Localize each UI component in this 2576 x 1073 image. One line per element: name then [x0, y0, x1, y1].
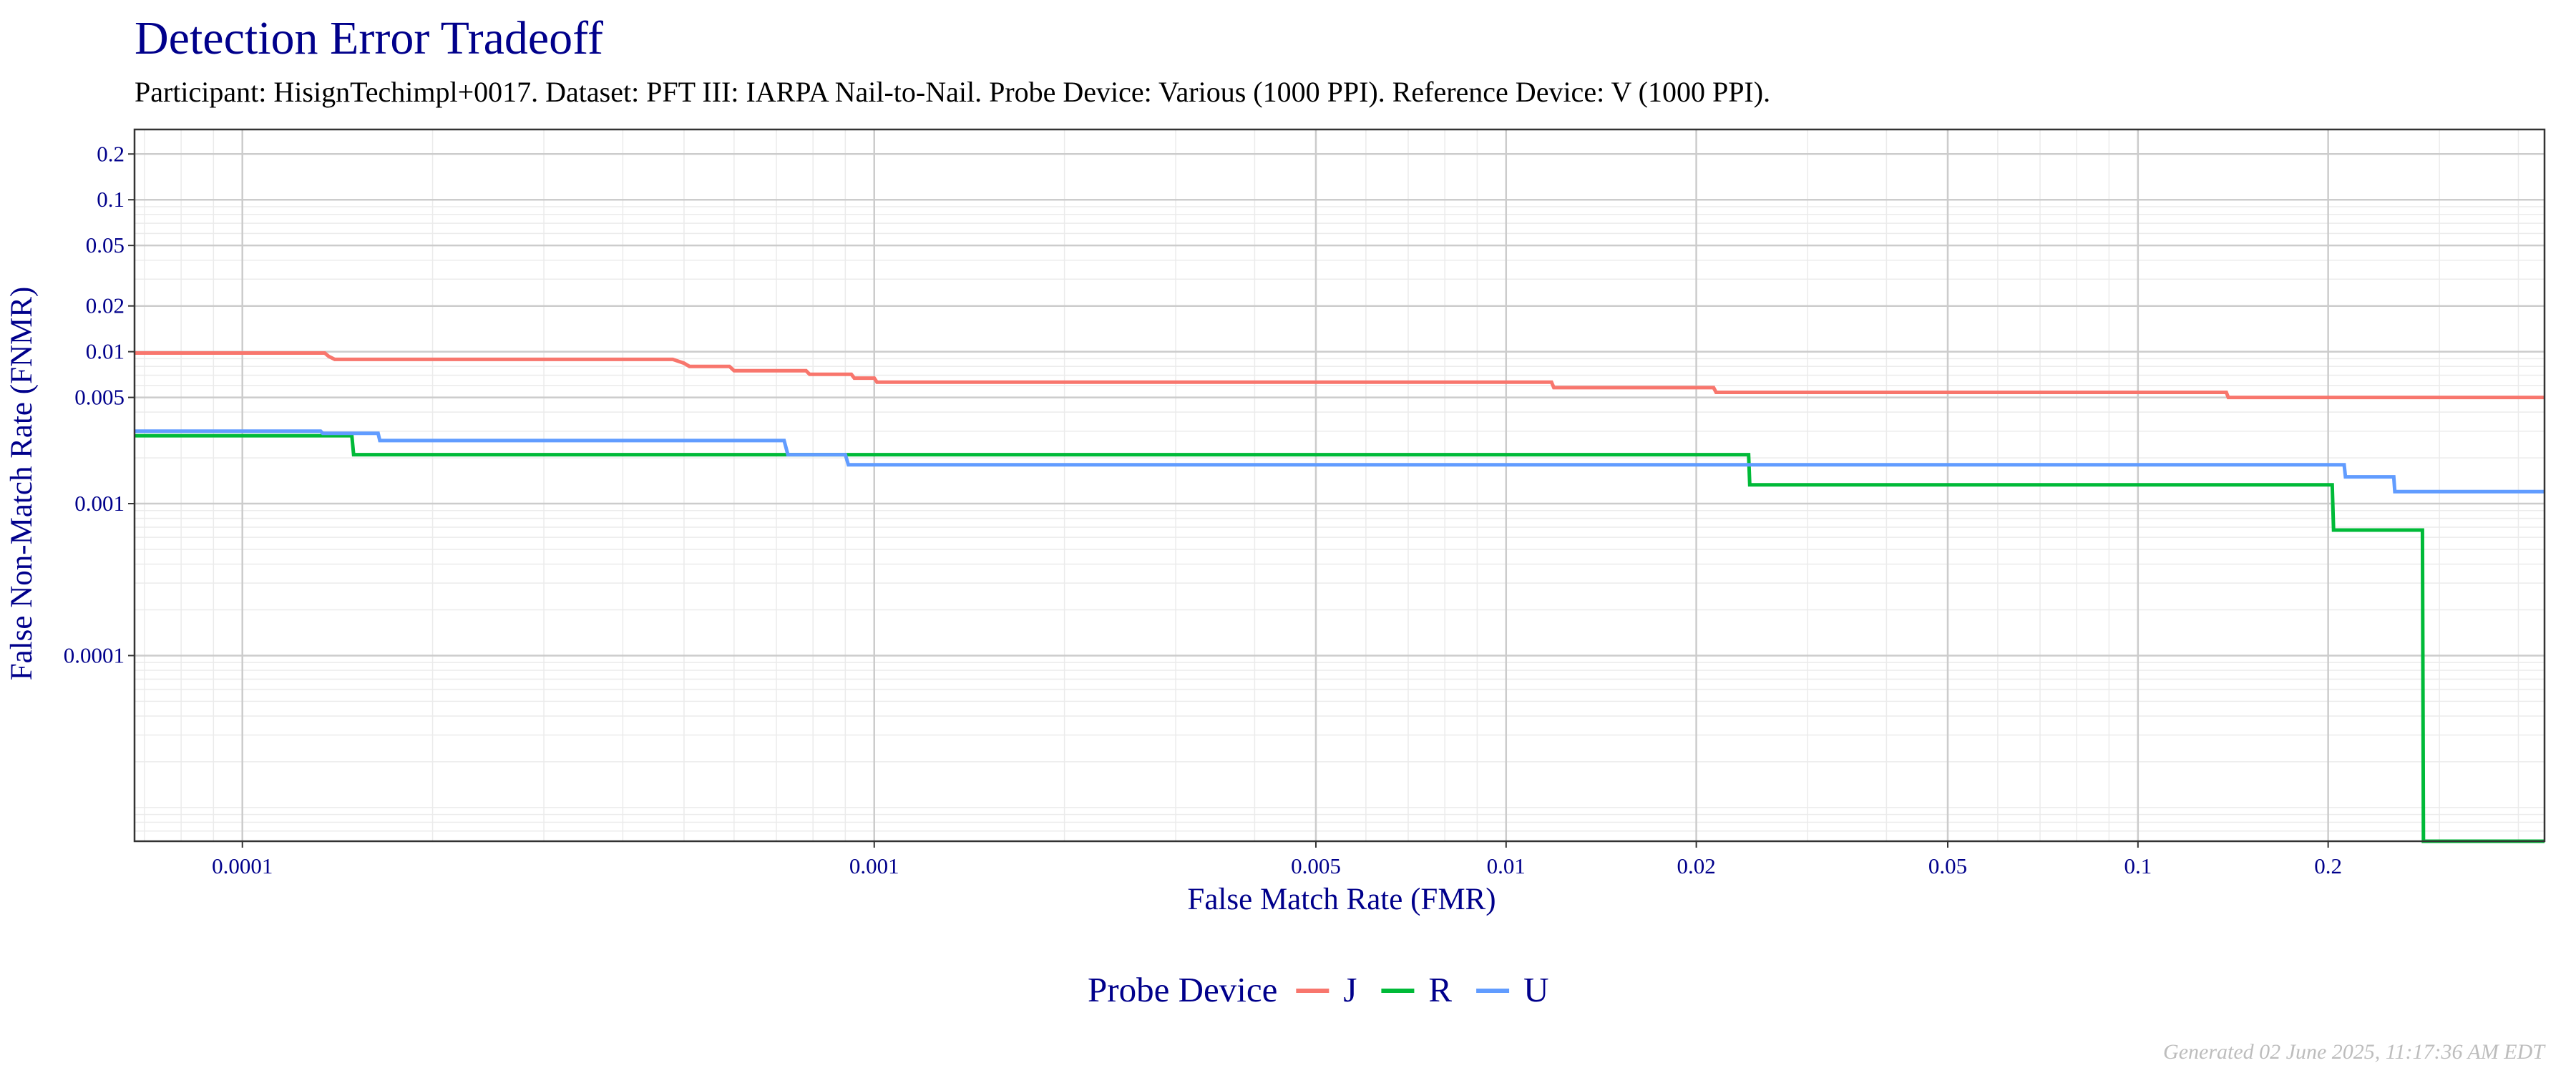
x-axis-ticks: 0.0001 0.001 0.005 0.01 0.02 0.05 0.1 0.2: [212, 841, 2342, 878]
legend: Probe Device J R U: [1088, 970, 1548, 1009]
x-tick-label: 0.001: [849, 853, 899, 878]
legend-label-u: U: [1523, 970, 1548, 1009]
y-tick-label: 0.02: [86, 293, 125, 318]
chart-title: Detection Error Tradeoff: [135, 12, 603, 64]
series-line-u: [135, 429, 2545, 494]
legend-title: Probe Device: [1088, 970, 1277, 1009]
series-lines: [135, 351, 2545, 843]
y-tick-label: 0.2: [97, 141, 125, 166]
x-tick-label: 0.1: [2124, 853, 2152, 878]
y-tick-label: 0.01: [86, 339, 125, 364]
y-tick-label: 0.001: [74, 491, 125, 516]
y-tick-label: 0.005: [74, 385, 125, 410]
x-tick-label: 0.005: [1291, 853, 1341, 878]
series-line-r: [135, 433, 2545, 843]
x-tick-label: 0.01: [1487, 853, 1526, 878]
series-line-j: [135, 351, 2545, 400]
x-tick-label: 0.0001: [212, 853, 273, 878]
y-tick-label: 0.0001: [64, 642, 125, 667]
x-axis-title: False Match Rate (FMR): [1187, 883, 1496, 916]
chart-subtitle: Participant: HisignTechimpl+0017. Datase…: [135, 76, 1770, 108]
legend-label-j: J: [1343, 970, 1357, 1009]
y-tick-label: 0.05: [86, 232, 125, 258]
x-tick-label: 0.05: [1928, 853, 1967, 878]
x-tick-label: 0.02: [1677, 853, 1715, 878]
x-tick-label: 0.2: [2314, 853, 2342, 878]
major-gridlines: [135, 129, 2545, 841]
legend-label-r: R: [1428, 970, 1452, 1009]
y-tick-label: 0.1: [97, 187, 125, 212]
plot-border: [133, 128, 2546, 843]
y-axis-ticks: 0.0001 0.001 0.005 0.01 0.02 0.05 0.1 0.2: [64, 141, 135, 667]
y-axis-title: False Non-Match Rate (FNMR): [5, 287, 39, 681]
generated-timestamp: Generated 02 June 2025, 11:17:36 AM EDT: [2163, 1040, 2546, 1064]
